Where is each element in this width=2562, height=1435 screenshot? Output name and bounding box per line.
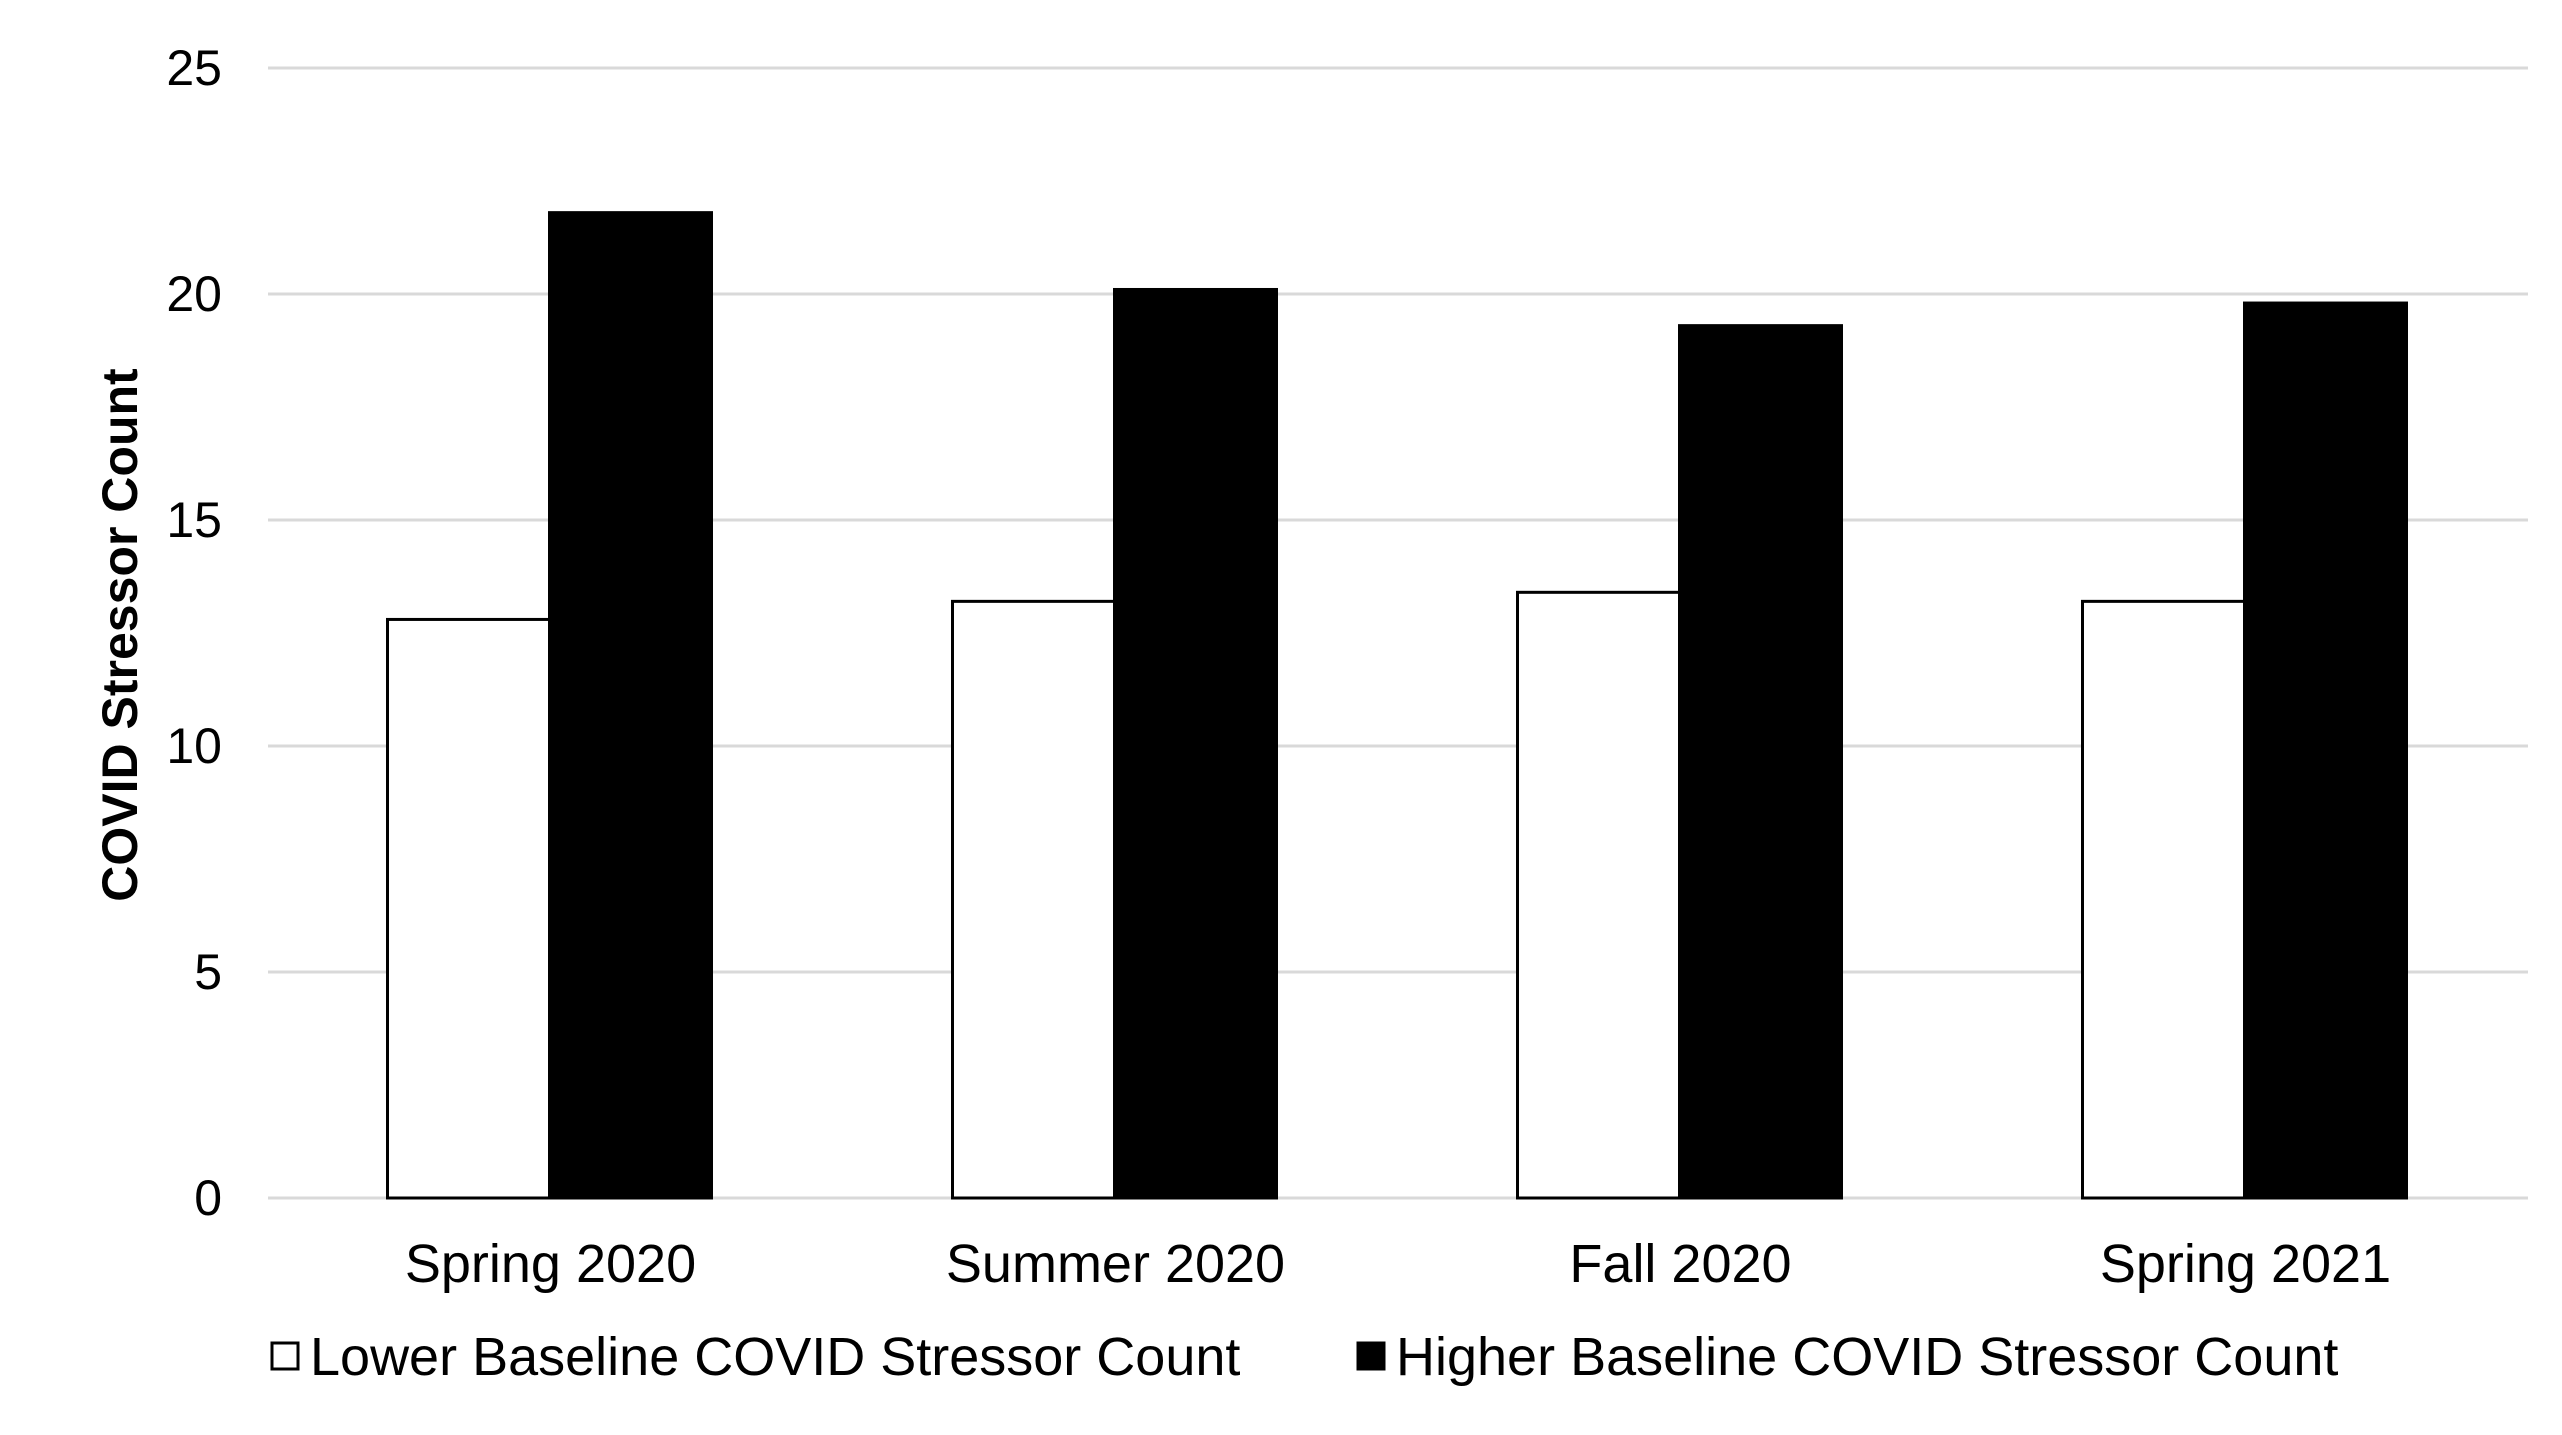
bar-higher-baseline: [1113, 287, 1278, 1200]
bar-lower-baseline: [951, 599, 1116, 1200]
bar-higher-baseline: [548, 211, 713, 1200]
legend-swatch: [1356, 1341, 1386, 1371]
legend-label: Higher Baseline COVID Stressor Count: [1396, 1327, 2338, 1387]
bar-higher-baseline: [1678, 324, 1843, 1200]
y-tick-label: 10: [166, 718, 222, 774]
y-axis-title: COVID Stressor Count: [92, 368, 148, 902]
x-category-label: Spring 2020: [405, 1234, 696, 1294]
bar-higher-baseline: [2243, 301, 2408, 1200]
x-category-label: Fall 2020: [1569, 1234, 1791, 1294]
legend-swatch: [270, 1341, 300, 1371]
y-tick-label: 15: [166, 492, 222, 548]
bar-lower-baseline: [386, 617, 551, 1200]
y-tick-label: 0: [194, 1170, 222, 1226]
x-category-labels: Spring 2020 Summer 2020 Fall 2020 Spring 20…: [405, 1234, 2391, 1294]
y-tick-label: 25: [166, 40, 222, 96]
y-tick-label: 20: [166, 266, 222, 322]
y-tick-label: 5: [194, 944, 222, 1000]
x-category-label: Summer 2020: [946, 1234, 1285, 1294]
legend-label: Lower Baseline COVID Stressor Count: [310, 1327, 1240, 1387]
legend: Lower Baseline COVID Stressor Count Highe…: [270, 1327, 2338, 1387]
x-category-label: Spring 2021: [2100, 1234, 2391, 1294]
y-tick-labels: 0 5 10 15 20 25: [166, 40, 222, 1226]
bar-lower-baseline: [2081, 599, 2246, 1200]
bar-lower-baseline: [1516, 590, 1681, 1200]
bars: [386, 211, 2408, 1200]
